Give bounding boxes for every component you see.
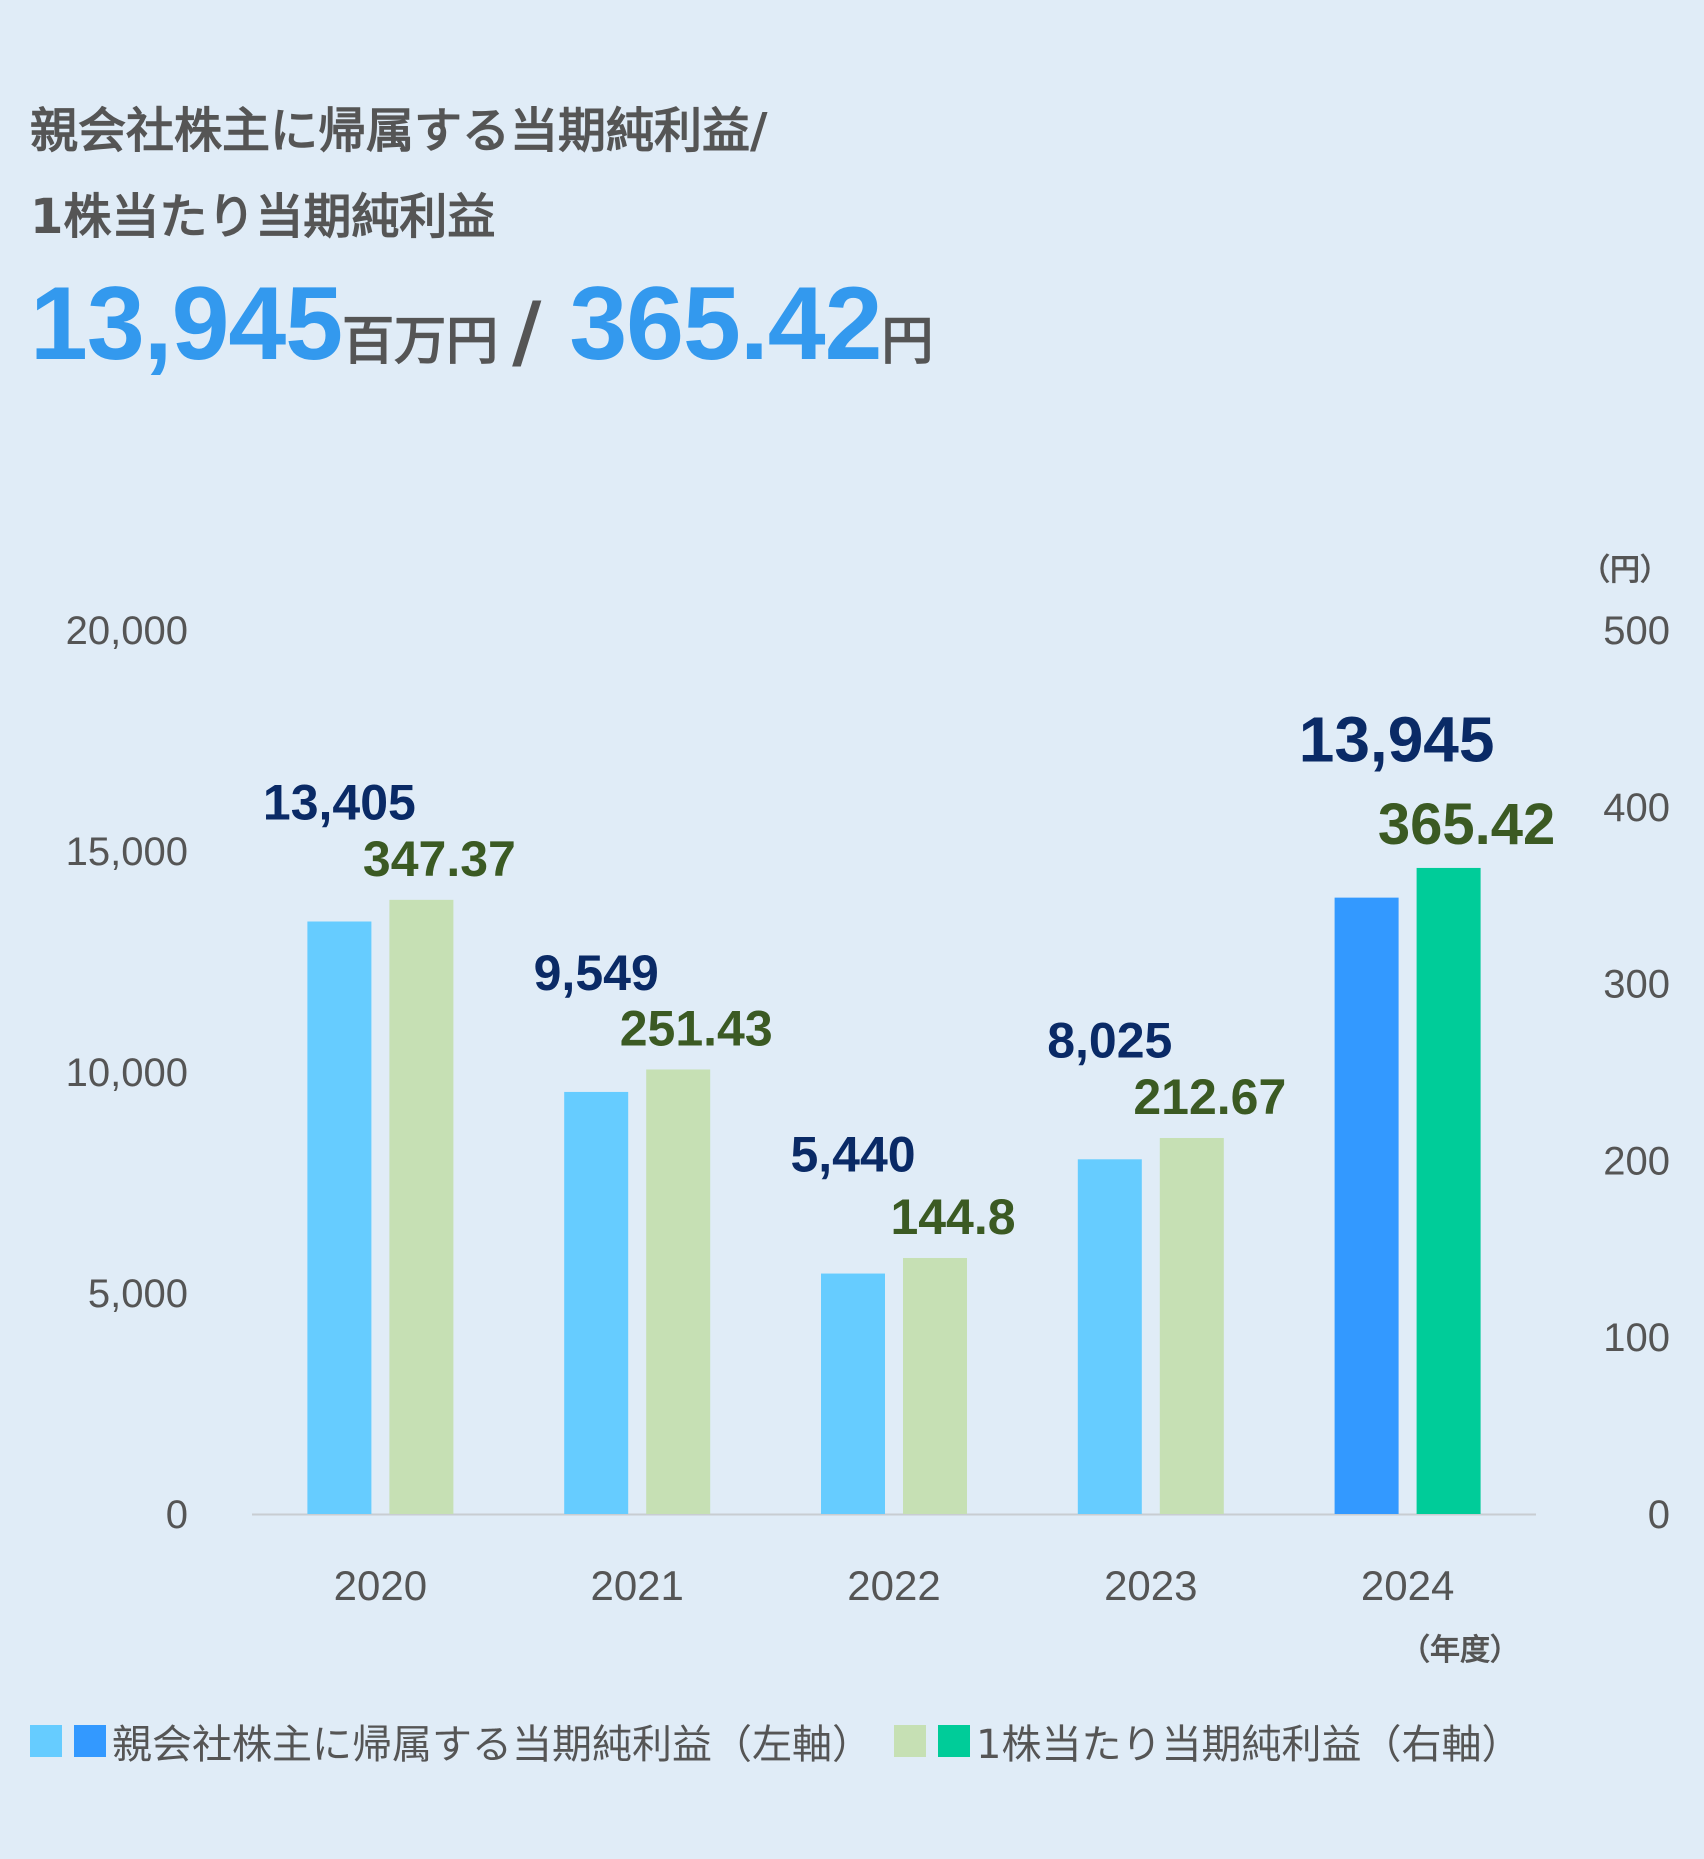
y-right-tick-label: 200 — [1603, 1139, 1670, 1183]
y-right-unit-label: （円） — [1580, 553, 1670, 588]
bar-net-income — [821, 1273, 885, 1514]
y-left-tick-label: 15,000 — [66, 830, 188, 874]
data-label-eps: 251.43 — [620, 1000, 773, 1056]
y-left-tick-label: 10,000 — [66, 1051, 188, 1095]
data-label-eps: 347.37 — [363, 831, 516, 887]
y-right-tick-label: 300 — [1603, 963, 1670, 1007]
y-left-tick-label: 20,000 — [66, 609, 188, 653]
headline-net-income-value: 13,945 — [30, 266, 343, 382]
y-right-tick-label: 500 — [1603, 609, 1670, 653]
bar-eps — [389, 899, 454, 1514]
y-right-tick-label: 400 — [1603, 786, 1670, 830]
bar-eps — [1159, 1137, 1224, 1514]
x-tick-label: 2023 — [1104, 1562, 1197, 1609]
bar-net-income — [1334, 897, 1399, 1514]
chart-title: 親会社株主に帰属する当期純利益/ 1株当たり当期純利益 — [30, 88, 768, 260]
x-tick-label: 2021 — [590, 1562, 683, 1609]
data-label-net-income: 13,405 — [263, 774, 416, 830]
x-tick-label: 2024 — [1361, 1562, 1454, 1609]
headline-figures: 13,945百万円/365.42円 — [30, 272, 933, 376]
bar-eps — [646, 1069, 711, 1514]
data-label-eps: 365.42 — [1378, 792, 1555, 857]
bar-eps — [1416, 867, 1481, 1514]
legend-swatch-left — [30, 1725, 62, 1757]
y-right-tick-label: 0 — [1648, 1493, 1670, 1537]
legend-swatch-right — [894, 1725, 926, 1757]
data-label-eps: 144.8 — [890, 1189, 1015, 1245]
legend-swatch-left-highlight — [74, 1725, 106, 1757]
data-label-net-income: 8,025 — [1047, 1012, 1172, 1068]
x-unit-label: （年度） — [1400, 1633, 1520, 1668]
y-right-tick-label: 100 — [1603, 1316, 1670, 1360]
headline-eps-unit: 円 — [881, 312, 934, 372]
bar-net-income — [1077, 1159, 1142, 1514]
legend: 親会社株主に帰属する当期純利益（左軸） 1株当たり当期純利益（右軸） — [30, 1712, 1521, 1770]
y-left-tick-label: 0 — [166, 1493, 188, 1537]
bar-net-income — [307, 921, 372, 1514]
data-label-net-income: 9,549 — [534, 945, 659, 1001]
data-label-eps: 212.67 — [1133, 1069, 1286, 1125]
data-label-net-income: 13,945 — [1299, 704, 1495, 776]
headline-separator: / — [512, 285, 542, 378]
bar-eps — [903, 1257, 967, 1514]
data-label-net-income: 5,440 — [790, 1127, 915, 1183]
y-left-tick-label: 5,000 — [88, 1272, 188, 1316]
title-line-2: 1株当たり当期純利益 — [30, 189, 496, 245]
legend-label-left: 親会社株主に帰属する当期純利益（左軸） — [112, 1722, 872, 1768]
headline-eps-value: 365.42 — [569, 266, 882, 382]
legend-swatch-right-highlight — [938, 1725, 970, 1757]
x-tick-label: 2020 — [334, 1562, 427, 1609]
x-tick-label: 2022 — [847, 1562, 940, 1609]
bar-net-income — [564, 1091, 629, 1514]
title-line-1: 親会社株主に帰属する当期純利益/ — [30, 103, 768, 159]
headline-net-income-unit: 百万円 — [342, 312, 499, 372]
legend-label-right: 1株当たり当期純利益（右軸） — [976, 1722, 1522, 1768]
